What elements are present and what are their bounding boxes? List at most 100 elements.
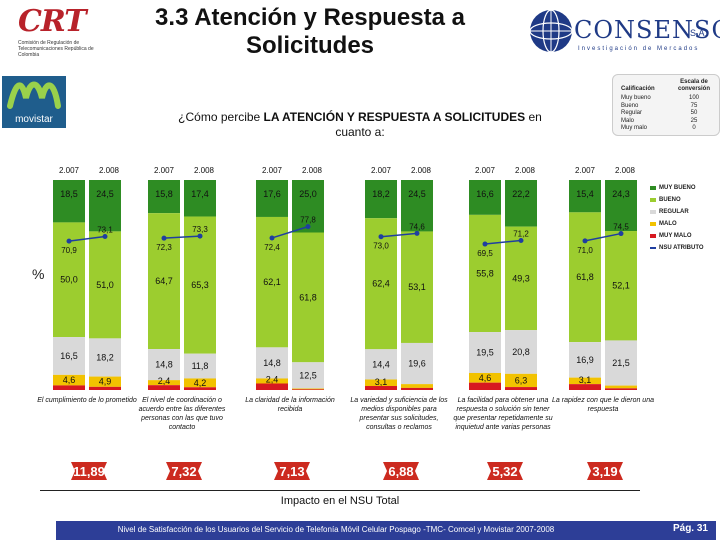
legend-label: NSU ATRIBUTO (659, 245, 704, 251)
page-title-line1: 3.3 Atención y Respuesta a (155, 4, 465, 31)
muy-malo-segment (605, 388, 637, 390)
regular-segment (89, 338, 121, 377)
legend-swatch (650, 247, 656, 249)
nsu-point (582, 238, 588, 244)
consenso-sa: S.A. (690, 28, 708, 38)
scale-row: Muy bueno 100 (621, 95, 717, 101)
regular-segment (256, 347, 288, 379)
regular-segment (184, 353, 216, 379)
segment-value-label: 19,5 (476, 348, 494, 358)
impact-badge: 6,88 (379, 458, 423, 484)
regular-segment (505, 330, 537, 374)
legend-item: REGULAR (650, 206, 720, 218)
segment-value-label: 16,9 (576, 355, 594, 365)
nsu-value-label: 71,2 (513, 229, 529, 238)
malo-segment (148, 380, 180, 386)
muy-bueno-segment (569, 180, 601, 213)
legend-swatch (650, 186, 656, 190)
segment-value-label: 18,2 (96, 352, 114, 362)
category-label: La facilidad para obtener una respuesta … (453, 397, 553, 431)
scale-row-label: Bueno (621, 102, 639, 109)
muy-bueno-segment (148, 180, 180, 214)
segment-value-label: 3,1 (579, 375, 592, 385)
bueno-segment (505, 226, 537, 331)
year-label: 2.007 (475, 166, 496, 175)
category-label: La claridad de la información recibida (245, 397, 335, 413)
segment-value-label: 14,8 (155, 360, 173, 370)
segment-value-label: 17,6 (263, 189, 281, 199)
category-label: El nivel de coordinación o acuerdo entre… (138, 397, 226, 431)
segment-value-label: 19,6 (408, 359, 426, 369)
impact-badge-shape (71, 462, 107, 480)
year-label: 2.008 (615, 166, 636, 175)
scale-row-value: 50 (690, 110, 698, 116)
nsu-value-label: 72,3 (156, 243, 172, 252)
impact-badge: 3,19 (583, 458, 627, 484)
segment-value-label: 52,1 (612, 281, 630, 291)
consenso-tagline: Investigación de Mercados (578, 46, 700, 52)
category-label: La rapidez con que le dieron una respues… (552, 397, 654, 413)
legend-item: BUENO (650, 194, 720, 206)
impact-value: 6,88 (388, 464, 414, 479)
year-label: 2.007 (154, 166, 175, 175)
nsu-value-label: 73,1 (97, 225, 113, 234)
legend-label: REGULAR (659, 209, 689, 215)
segment-value-label: 17,4 (191, 189, 209, 199)
nsu-point (414, 230, 420, 236)
segment-value-label: 25,0 (299, 189, 317, 199)
bueno-segment (365, 218, 397, 350)
year-label: 2.007 (262, 166, 283, 175)
scale-row-label: Muy malo (621, 125, 648, 131)
scale-row-value: 25 (690, 117, 698, 124)
segment-value-label: 2,4 (266, 374, 279, 384)
malo-segment (569, 377, 601, 385)
movistar-logo: movistar (2, 76, 66, 128)
malo-segment (401, 384, 433, 388)
muy-malo-segment (89, 386, 121, 390)
segment-value-label: 14,8 (263, 358, 281, 368)
segment-value-label: 24,3 (612, 189, 630, 199)
legend-item: MALO (650, 218, 720, 230)
nsu-point (197, 233, 203, 239)
segment-value-label: 62,1 (263, 277, 281, 287)
nsu-point (378, 234, 384, 240)
malo-segment (256, 378, 288, 384)
consenso-name: CONSENSO (574, 16, 720, 44)
nsu-line (163, 235, 201, 239)
muy-bueno-segment (505, 180, 537, 227)
malo-segment (605, 385, 637, 389)
muy-malo-segment (401, 387, 433, 390)
malo-segment (469, 372, 501, 383)
year-label: 2.008 (302, 166, 323, 175)
muy-bueno-segment (605, 180, 637, 232)
segment-value-label: 6,3 (515, 375, 528, 385)
segment-value-label: 49,3 (512, 273, 530, 283)
nsu-point (618, 231, 624, 237)
category-label: La variedad y suficiencia de los medios … (350, 397, 448, 431)
bueno-segment (469, 214, 501, 333)
legend-label: MUY BUENO (659, 185, 696, 191)
scale-row-label: Malo (621, 117, 635, 124)
year-label: 2.008 (515, 166, 536, 175)
nsu-line (484, 239, 522, 245)
impact-value: 5,32 (492, 464, 518, 479)
year-label: 2.008 (194, 166, 215, 175)
regular-segment (401, 342, 433, 385)
impact-badge-shape (166, 462, 202, 480)
question-pre: ¿Cómo percibe (178, 110, 264, 124)
muy-malo-segment (365, 386, 397, 390)
bueno-segment (605, 231, 637, 341)
nsu-value-label: 73,0 (373, 242, 389, 251)
impact-badge: 5,32 (483, 458, 527, 484)
page-number: Pág. 31 (672, 523, 708, 534)
scale-row-label: Muy bueno (621, 95, 651, 101)
nsu-point (482, 241, 488, 247)
legend-item: MUY BUENO (650, 182, 720, 194)
legend-label: MALO (659, 221, 677, 227)
scale-header-right: Escala de conversión (677, 79, 710, 92)
segment-value-label: 16,6 (476, 189, 494, 199)
legend-label: MUY MALO (659, 233, 692, 239)
segment-value-label: 3,1 (375, 377, 388, 387)
bueno-segment (184, 216, 216, 354)
segment-value-label: 12,5 (299, 370, 317, 380)
